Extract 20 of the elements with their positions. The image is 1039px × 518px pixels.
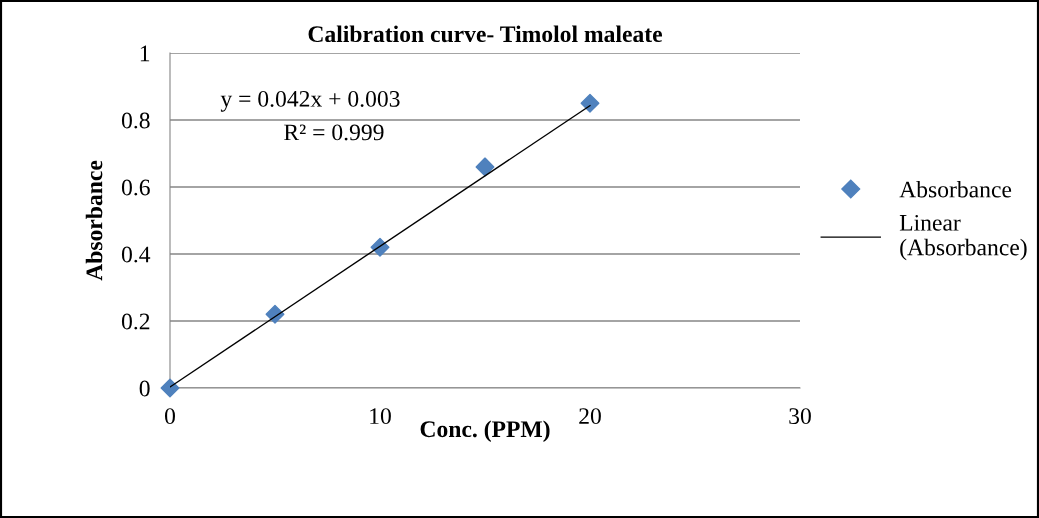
annotation: R² = 0.999 (284, 124, 384, 141)
y-tick-label: 0.8 (121, 112, 150, 129)
legend-label: Linear (Absorbance) (899, 214, 1027, 261)
y-tick-label: 1 (140, 45, 150, 62)
point (580, 93, 600, 113)
x-tick-label: 20 (579, 408, 601, 425)
chart-title: Calibration curve- Timolol maleate (308, 25, 663, 43)
y-tick-label: 0.6 (121, 179, 150, 196)
point (475, 157, 495, 177)
y-tick-label: 0.2 (121, 313, 150, 330)
x-axis-title: Conc. (PPM) (420, 420, 550, 442)
y-tick-label: 0.4 (121, 246, 151, 263)
x-tick-label: 10 (370, 408, 391, 425)
point (160, 378, 180, 398)
annotation: y = 0.042x + 0.003 (220, 90, 400, 112)
legend-label: Absorbance (899, 180, 1012, 198)
x-tick-label: 0 (165, 408, 175, 425)
x-tick-label: 30 (789, 408, 811, 425)
y-axis-title: Absorbance (85, 160, 103, 281)
y-tick-label: 0 (139, 380, 150, 397)
